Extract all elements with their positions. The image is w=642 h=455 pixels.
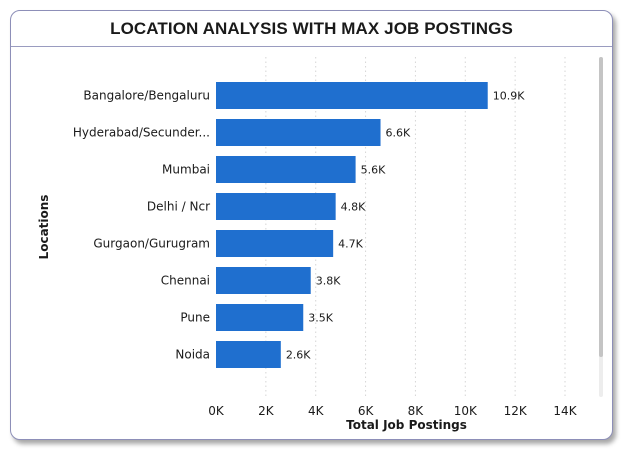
x-tick-label: 4K [308,404,325,418]
vertical-scrollbar[interactable] [599,57,603,397]
category-label: Gurgaon/Gurugram [93,237,210,251]
x-tick-label: 6K [358,404,375,418]
x-tick-label: 8K [408,404,425,418]
data-label: 3.8K [316,275,341,288]
bar [216,82,488,109]
x-tick-label: 12K [504,404,528,418]
x-tick-label: 2K [258,404,275,418]
bar [216,156,356,183]
x-tick-label: 10K [454,404,478,418]
data-label: 6.6K [386,127,411,140]
data-label: 2.6K [286,349,311,362]
category-label: Bangalore/Bengaluru [83,89,210,103]
category-label: Hyderabad/Secunder... [73,126,210,140]
bar [216,267,311,294]
x-tick-label: 0K [208,404,225,418]
bar [216,341,281,368]
bar-chart: Bangalore/Bengaluru 10.9K Hyderabad/Secund… [37,57,578,432]
scrollbar-thumb[interactable] [599,57,603,357]
category-label: Noida [175,348,210,362]
category-label: Mumbai [162,163,210,177]
category-label: Pune [180,311,210,325]
data-label: 4.7K [338,238,363,251]
category-label: Delhi / Ncr [147,200,210,214]
bar [216,304,304,331]
data-label: 5.6K [361,164,386,177]
chart-card: LOCATION ANALYSIS WITH MAX JOB POSTINGS … [10,10,613,440]
x-tick-label: 14K [553,404,577,418]
chart-title-bar: LOCATION ANALYSIS WITH MAX JOB POSTINGS [11,11,612,47]
bar [216,193,336,220]
data-label: 10.9K [493,90,525,103]
x-axis-title: Total Job Postings [346,418,467,432]
chart-title: LOCATION ANALYSIS WITH MAX JOB POSTINGS [110,18,513,38]
category-label: Chennai [161,274,210,288]
data-label: 3.5K [308,312,333,325]
data-label: 4.8K [341,201,366,214]
bar [216,119,381,146]
bar [216,230,334,257]
y-axis-title: Locations [37,195,51,260]
